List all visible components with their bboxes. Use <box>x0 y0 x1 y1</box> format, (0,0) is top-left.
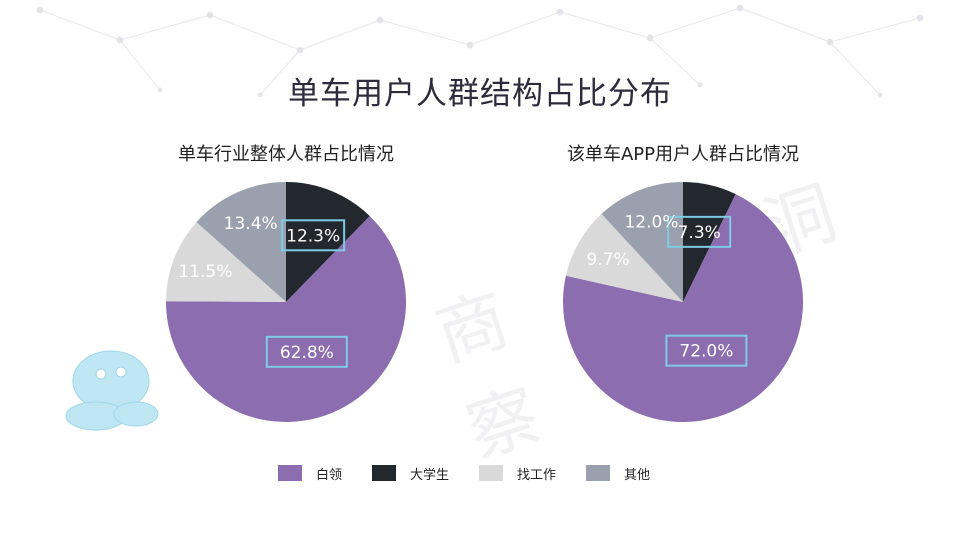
legend: 白领 大学生 找工作 其他 <box>278 462 680 484</box>
pie-slice-大学生 <box>683 182 736 302</box>
pie-slice-其他 <box>196 182 286 302</box>
data-label-大学生: 12.3% <box>286 226 340 246</box>
pie-slice-其他 <box>601 182 683 302</box>
chart-title-app: 该单车APP用户人群占比情况 <box>566 144 800 165</box>
chart-title-industry: 单车行业整体人群占比情况 <box>178 144 394 165</box>
data-label-box <box>665 334 748 367</box>
data-label-其他: 13.4% <box>224 214 278 234</box>
data-label-大学生: 7.3% <box>678 223 721 243</box>
data-label-其他: 12.0% <box>624 213 678 233</box>
data-label-box <box>265 335 348 368</box>
legend-swatch <box>372 465 397 481</box>
data-label-box <box>281 219 346 252</box>
pie-chart-app: 7.3% 72.0% 9.7% 12.0% <box>563 182 803 422</box>
legend-label: 找工作 <box>517 467 557 483</box>
data-label-白领: 62.8% <box>280 343 334 363</box>
mascot-decoration <box>65 350 159 431</box>
legend-swatch <box>278 465 302 481</box>
page-title: 单车用户人群结构占比分布 <box>288 76 672 112</box>
pie-slice-白领 <box>166 216 406 423</box>
legend-item: 白领 <box>278 464 342 483</box>
pie-chart-industry: 12.3% 62.8% 11.5% 13.4% <box>166 182 406 423</box>
legend-item: 其他 <box>586 464 650 483</box>
data-label-白领: 72.0% <box>679 342 733 362</box>
pie-slice-大学生 <box>286 182 370 302</box>
pie-slice-找工作 <box>565 213 683 302</box>
data-label-box <box>667 215 732 248</box>
data-label-找工作: 11.5% <box>178 262 232 282</box>
data-label-找工作: 9.7% <box>587 250 630 270</box>
legend-swatch <box>479 465 504 481</box>
legend-item: 大学生 <box>372 464 449 483</box>
network-background <box>36 4 924 98</box>
legend-swatch <box>586 465 611 481</box>
legend-label: 其他 <box>624 467 651 483</box>
legend-item: 找工作 <box>479 464 556 483</box>
legend-label: 白领 <box>316 467 343 483</box>
legend-label: 大学生 <box>410 467 450 483</box>
pie-slice-找工作 <box>166 222 286 302</box>
